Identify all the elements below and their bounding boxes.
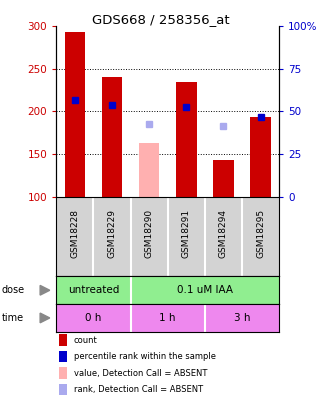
Bar	[213, 160, 234, 196]
Text: count: count	[74, 336, 98, 345]
Bar	[65, 32, 85, 196]
Text: 3 h: 3 h	[234, 313, 250, 323]
Text: time: time	[2, 313, 24, 323]
Bar	[139, 143, 159, 196]
Bar	[102, 77, 122, 196]
Text: GSM18291: GSM18291	[182, 209, 191, 258]
Text: percentile rank within the sample: percentile rank within the sample	[74, 352, 216, 361]
Text: 0 h: 0 h	[85, 313, 101, 323]
Text: GDS668 / 258356_at: GDS668 / 258356_at	[92, 13, 229, 26]
Bar	[250, 117, 271, 196]
Text: GSM18228: GSM18228	[70, 209, 79, 258]
Text: 0.1 uM IAA: 0.1 uM IAA	[177, 285, 233, 295]
Text: GSM18290: GSM18290	[145, 209, 154, 258]
Text: value, Detection Call = ABSENT: value, Detection Call = ABSENT	[74, 369, 207, 377]
Text: GSM18295: GSM18295	[256, 209, 265, 258]
Bar	[176, 82, 196, 196]
Text: 1 h: 1 h	[160, 313, 176, 323]
Text: dose: dose	[2, 285, 25, 295]
Text: rank, Detection Call = ABSENT: rank, Detection Call = ABSENT	[74, 385, 203, 394]
Text: untreated: untreated	[68, 285, 119, 295]
Text: GSM18294: GSM18294	[219, 209, 228, 258]
Text: GSM18229: GSM18229	[108, 209, 117, 258]
